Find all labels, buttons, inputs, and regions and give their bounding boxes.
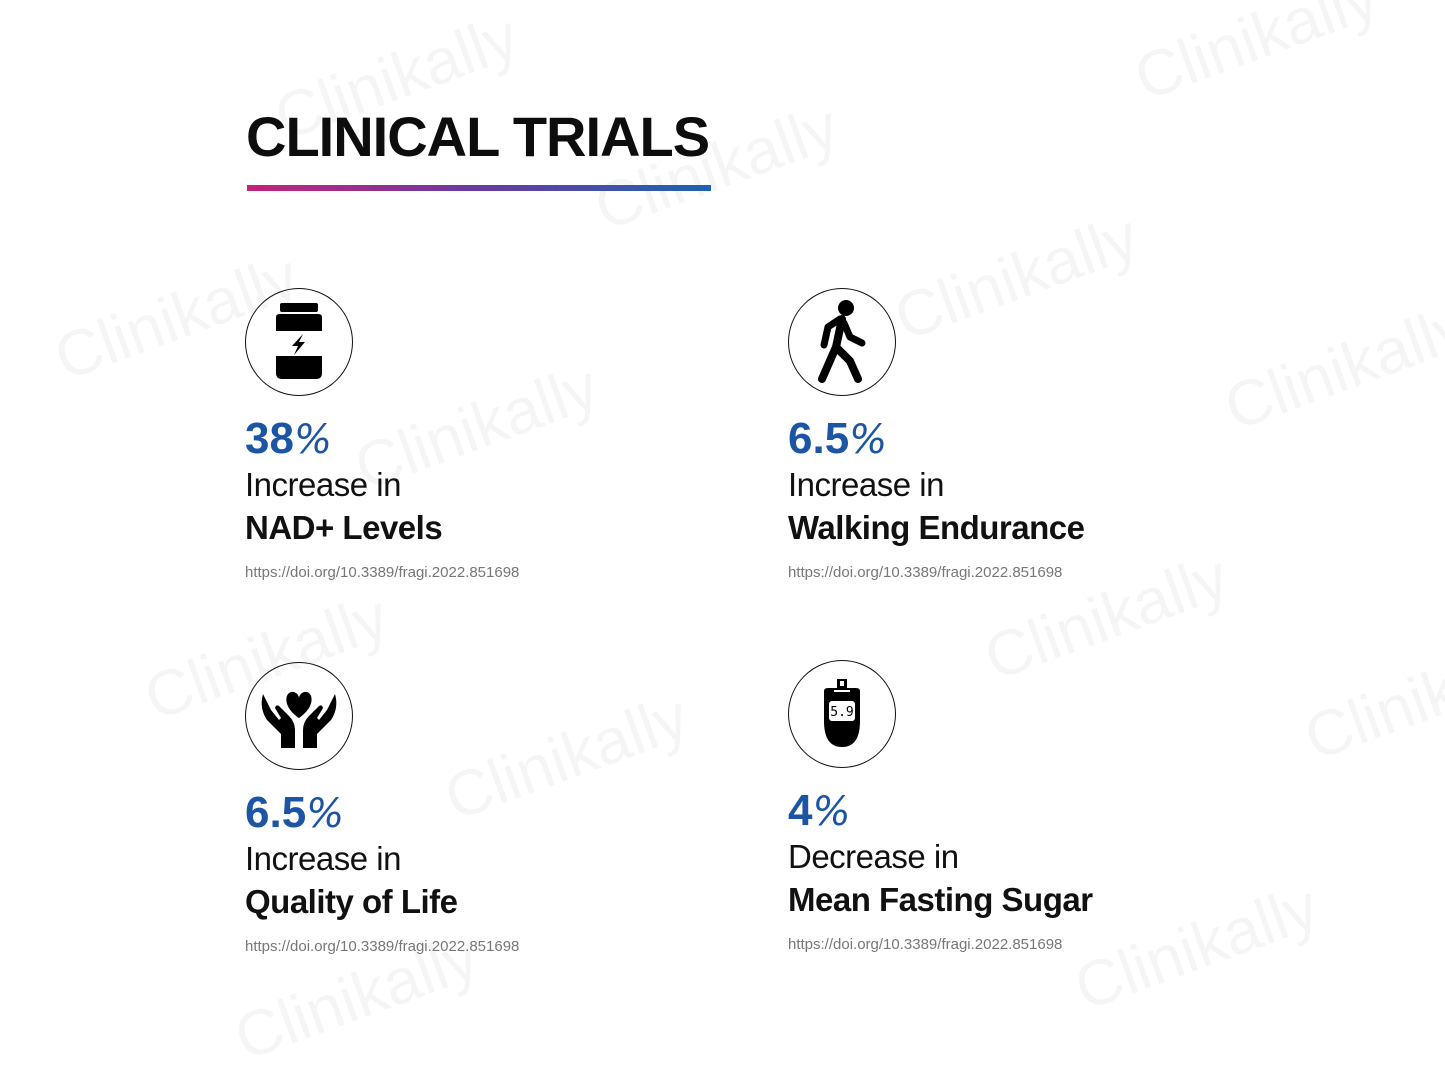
icon-circle — [788, 288, 896, 396]
stat-metric: Quality of Life — [245, 883, 458, 920]
citation-link[interactable]: https://doi.org/10.3389/fragi.2022.85169… — [245, 564, 520, 581]
svg-text:5.9: 5.9 — [830, 705, 853, 720]
stat-metric: NAD+ Levels — [245, 509, 443, 546]
stat-value: 6.5% — [245, 788, 345, 837]
icon-circle: 5.9 — [788, 660, 896, 768]
stat-direction: Increase in — [788, 466, 944, 503]
stat-value: 6.5% — [788, 414, 888, 463]
watermark: Clinikally — [1125, 0, 1388, 115]
stat-card-walking: 6.5% Increase in Walking Endurance https… — [788, 288, 1268, 581]
page-title: CLINICAL TRIALS — [246, 105, 710, 168]
watermark: Clinikally — [1295, 619, 1445, 775]
stat-card-sugar: 5.9 4% Decrease in Mean Fasting Sugar ht… — [788, 660, 1268, 953]
citation-link[interactable]: https://doi.org/10.3389/fragi.2022.85169… — [788, 564, 1063, 581]
stat-value: 38% — [245, 414, 332, 463]
glucometer-icon: 5.9 — [824, 679, 860, 747]
title-underline — [247, 185, 711, 191]
icon-circle — [245, 662, 353, 770]
stat-direction: Increase in — [245, 466, 401, 503]
stat-card-nad: 38% Increase in NAD+ Levels https://doi.… — [245, 288, 725, 581]
supplement-jar-icon — [276, 303, 322, 379]
stat-metric: Walking Endurance — [788, 509, 1085, 546]
citation-link[interactable]: https://doi.org/10.3389/fragi.2022.85169… — [245, 938, 520, 955]
citation-link[interactable]: https://doi.org/10.3389/fragi.2022.85169… — [788, 936, 1063, 953]
stat-card-quality: 6.5% Increase in Quality of Life https:/… — [245, 662, 725, 955]
stat-metric: Mean Fasting Sugar — [788, 881, 1093, 918]
hands-heart-icon — [261, 691, 337, 748]
stat-value: 4% — [788, 786, 851, 835]
stat-direction: Increase in — [245, 840, 401, 877]
walking-person-icon — [818, 300, 866, 383]
icon-circle — [245, 288, 353, 396]
stat-direction: Decrease in — [788, 838, 959, 875]
